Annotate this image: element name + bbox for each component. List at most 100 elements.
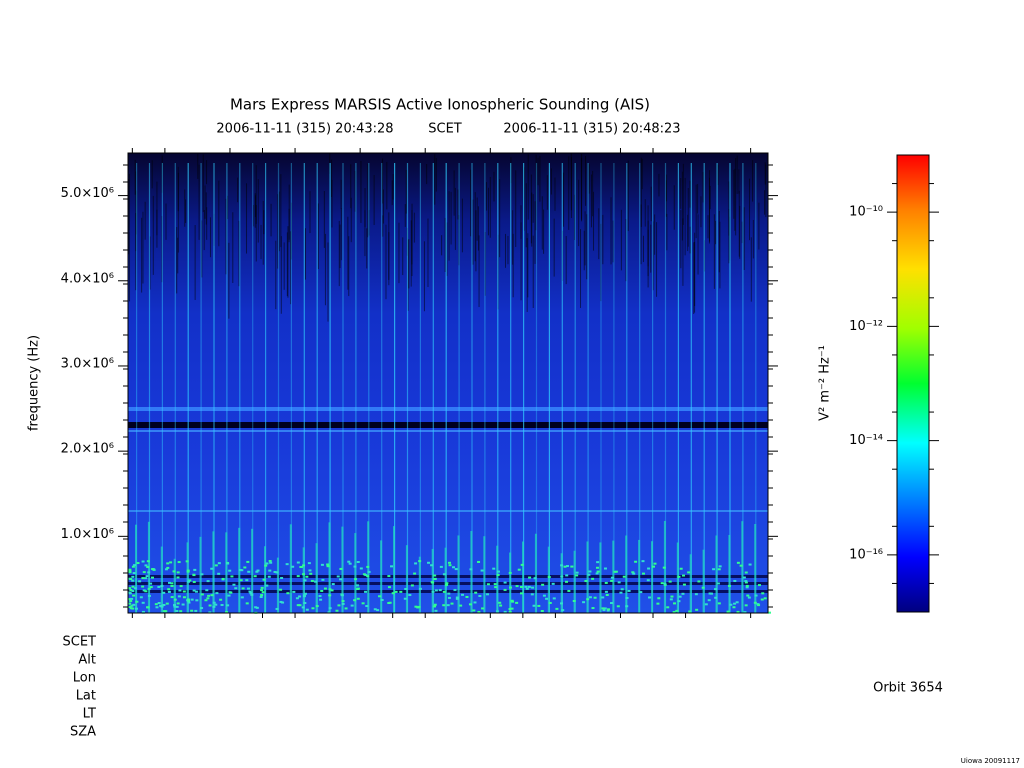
texture [713, 214, 715, 289]
texture [212, 531, 215, 613]
texture [305, 608, 309, 611]
texture [455, 597, 459, 600]
texture [574, 194, 576, 241]
texture [650, 186, 652, 222]
texture [364, 590, 368, 593]
texture [404, 204, 406, 227]
texture [278, 191, 280, 252]
texture [746, 594, 750, 597]
texture [195, 599, 199, 602]
texture [684, 177, 686, 256]
texture [148, 163, 151, 613]
texture [595, 566, 599, 569]
texture [575, 574, 579, 577]
texture [468, 603, 472, 606]
texture [689, 180, 691, 208]
texture [726, 610, 730, 613]
texture [619, 591, 623, 594]
texture [580, 229, 582, 308]
texture [307, 562, 311, 565]
texture [261, 591, 265, 594]
texture [761, 592, 765, 595]
texture [650, 224, 652, 273]
texture [305, 575, 309, 578]
texture [588, 570, 592, 573]
texture [616, 605, 620, 608]
texture [388, 232, 390, 286]
texture [434, 154, 436, 205]
texture [504, 233, 506, 268]
texture [477, 206, 479, 251]
texture [677, 163, 679, 613]
texture [563, 565, 567, 568]
texture [194, 609, 198, 612]
texture [387, 575, 391, 578]
texture [217, 572, 221, 575]
texture [526, 238, 528, 312]
texture [267, 575, 271, 578]
texture [167, 588, 171, 591]
texture [445, 582, 449, 585]
texture [499, 604, 503, 607]
texture [331, 583, 335, 586]
texture [656, 602, 660, 605]
texture [176, 576, 180, 579]
texture [701, 586, 705, 589]
texture [132, 603, 136, 606]
texture [246, 183, 248, 254]
texture [240, 569, 244, 572]
texture [403, 597, 407, 600]
texture [255, 570, 259, 573]
footer: Uiowa 20091117 [961, 757, 1020, 765]
texture [700, 196, 702, 228]
texture [520, 563, 524, 566]
texture [260, 594, 264, 597]
texture [185, 560, 189, 563]
texture [328, 522, 331, 613]
texture [736, 155, 738, 194]
texture [270, 203, 272, 237]
texture [739, 205, 741, 259]
texture [474, 591, 478, 594]
ephemeris-label: Alt [78, 653, 96, 668]
texture [338, 220, 340, 287]
texture [341, 600, 345, 603]
texture [596, 570, 600, 573]
texture [527, 154, 529, 220]
texture [144, 590, 148, 593]
texture [205, 192, 207, 225]
texture [534, 201, 536, 264]
texture [152, 195, 154, 275]
texture [296, 561, 300, 564]
texture [593, 596, 597, 599]
texture [716, 582, 720, 585]
texture [342, 163, 344, 613]
texture [366, 575, 370, 578]
texture [318, 595, 322, 598]
texture [296, 575, 300, 578]
texture [654, 214, 656, 255]
texture [408, 239, 410, 289]
texture [366, 228, 368, 269]
texture [387, 602, 391, 605]
texture [666, 174, 668, 202]
texture [382, 158, 384, 204]
texture [387, 586, 391, 589]
texture [404, 587, 408, 590]
texture [361, 602, 365, 605]
texture [184, 189, 186, 227]
texture [136, 163, 138, 613]
texture [745, 586, 749, 589]
texture [359, 567, 363, 570]
texture [527, 233, 529, 298]
texture [610, 602, 614, 605]
texture [382, 215, 384, 237]
texture [748, 563, 752, 566]
texture [535, 163, 538, 613]
texture [541, 583, 545, 586]
texture [496, 570, 500, 573]
texture [687, 214, 689, 252]
texture [717, 568, 721, 571]
texture [257, 179, 259, 243]
texture [454, 568, 458, 571]
